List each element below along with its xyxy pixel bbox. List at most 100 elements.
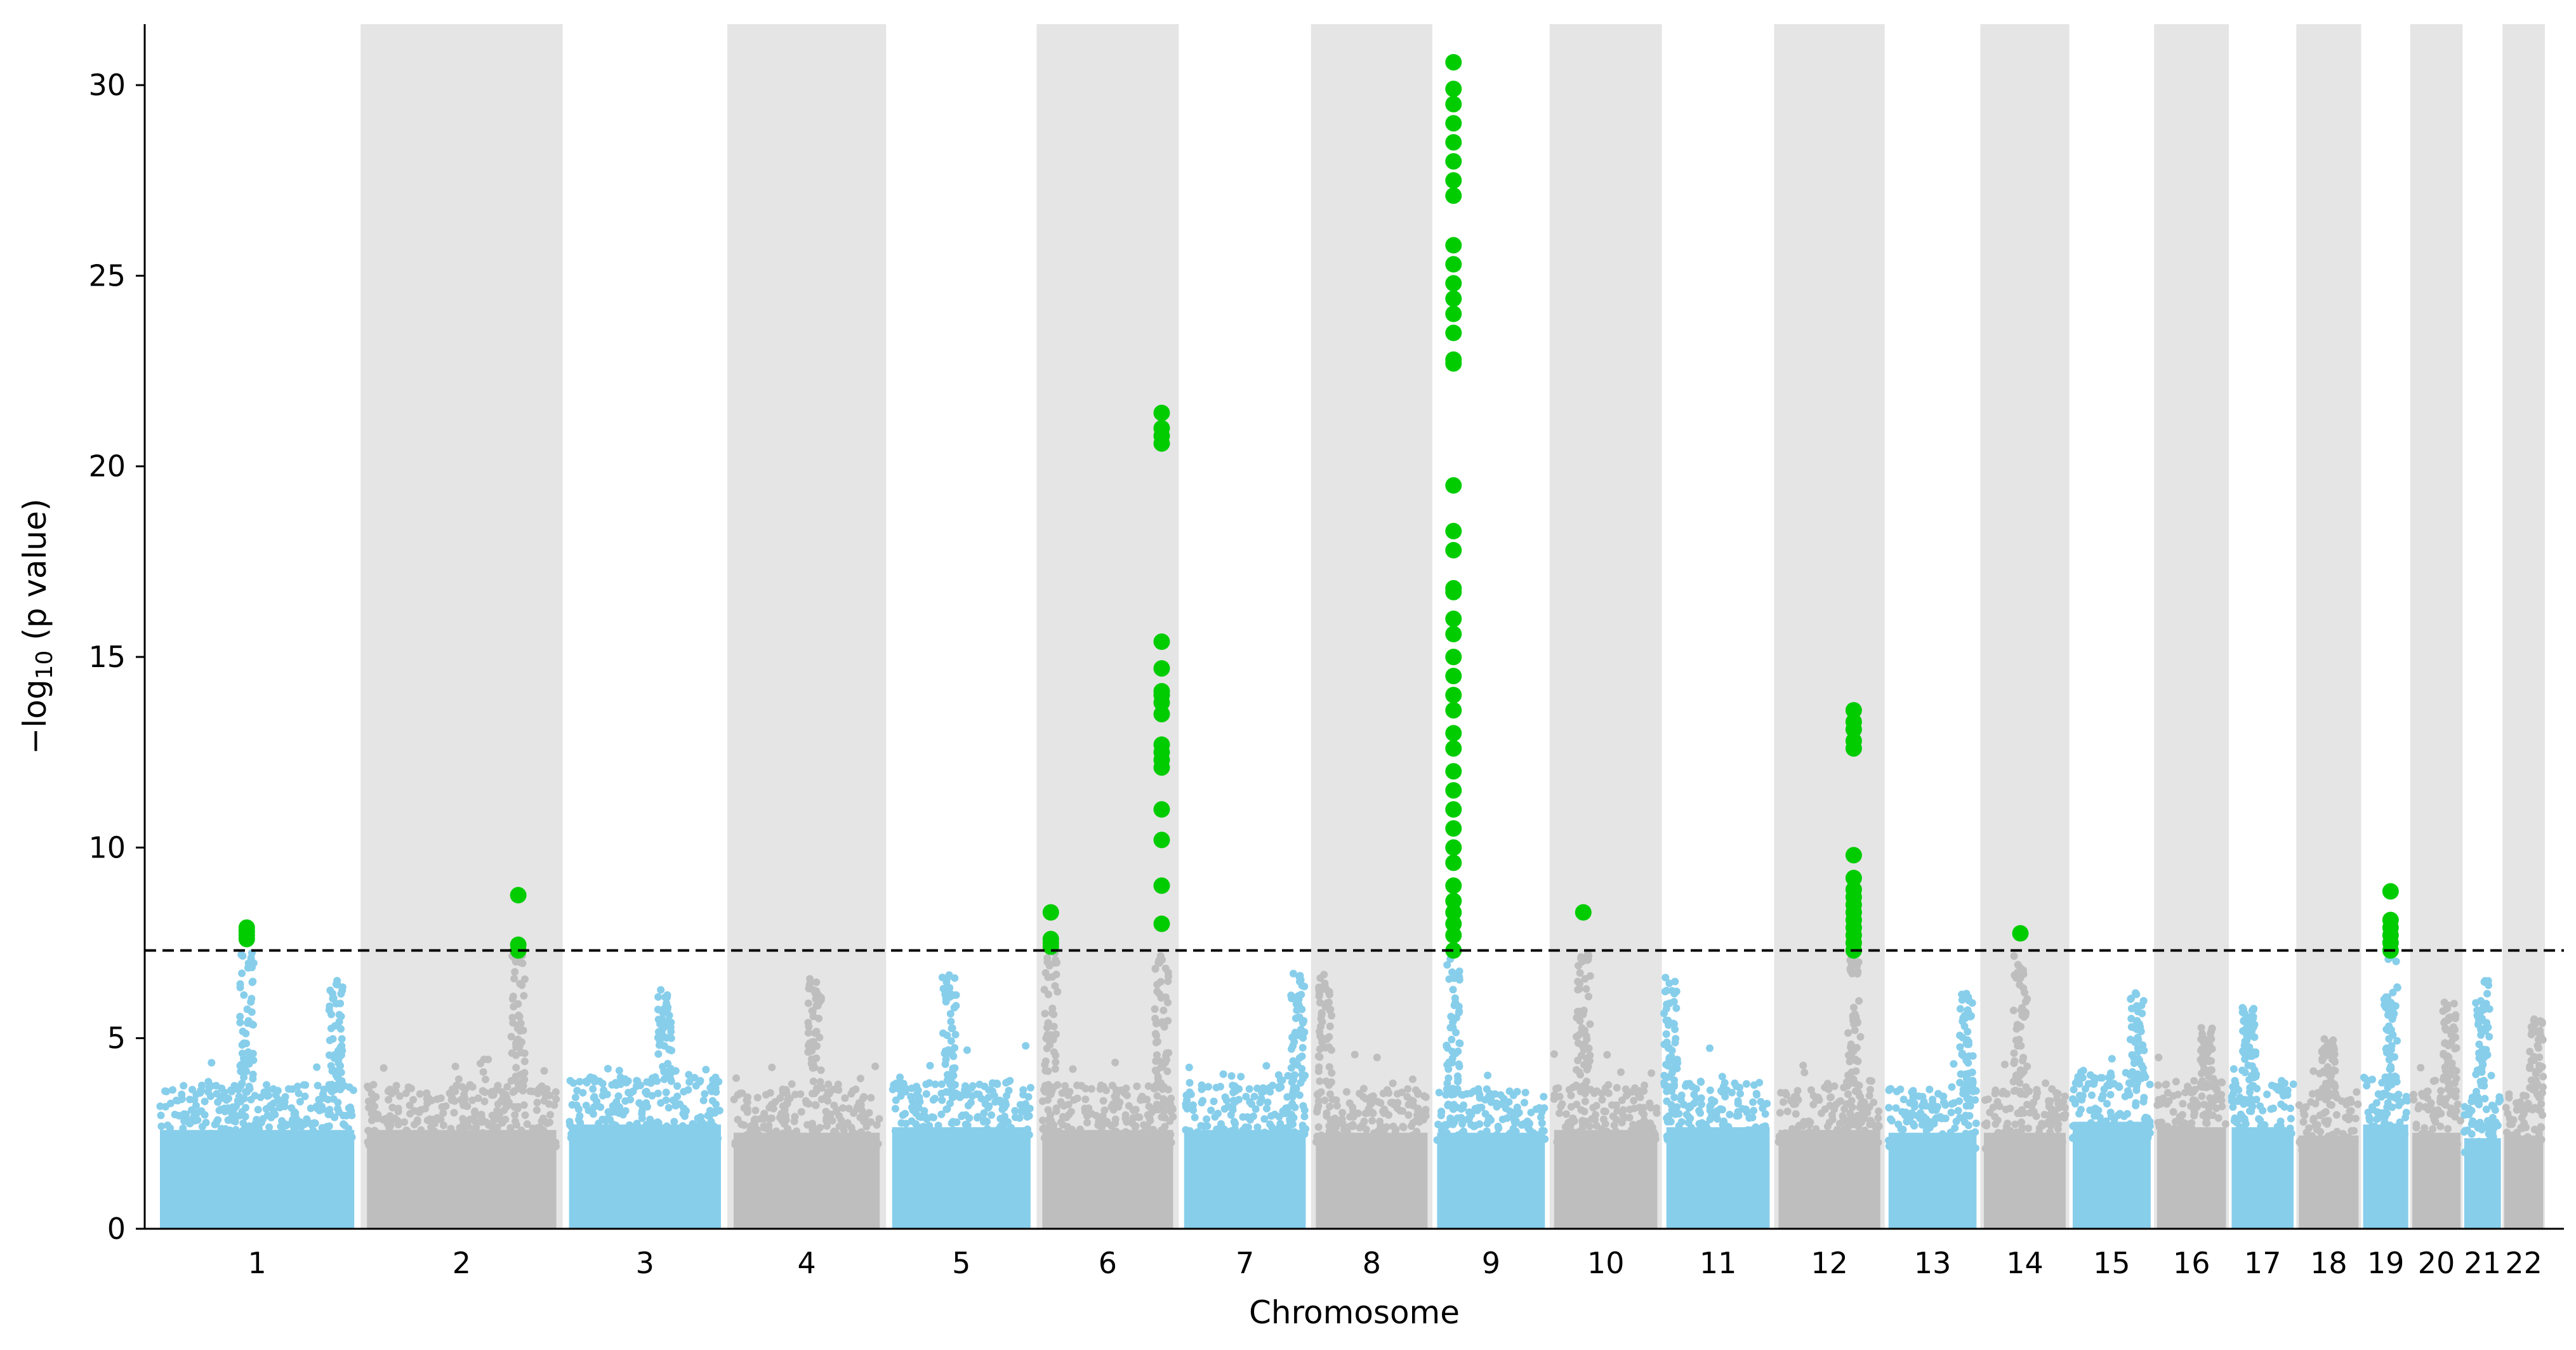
snp-point (661, 993, 669, 1002)
snp-point (1025, 1131, 1033, 1139)
snp-point (1154, 958, 1163, 967)
snp-point (1955, 1097, 1964, 1105)
snp-point (1151, 1066, 1159, 1075)
snp-point (2415, 1144, 2424, 1152)
snp-point (245, 1122, 253, 1130)
snp-point (1294, 992, 1302, 1000)
snp-point (1295, 972, 1304, 981)
snp-point (511, 1111, 519, 1119)
snp-point (1598, 1089, 1606, 1097)
snp-point (1712, 1134, 1719, 1142)
snp-point (1851, 1087, 1859, 1095)
snp-point (1925, 1123, 1934, 1132)
snp-point (1366, 1100, 1375, 1108)
snp-point (2401, 1113, 2410, 1122)
snp-point (1788, 1125, 1796, 1133)
snp-point (813, 1084, 821, 1092)
snp-point (1537, 1135, 1545, 1143)
snp-point (1540, 1104, 1549, 1112)
snp-point (1822, 1131, 1830, 1139)
snp-point (952, 1002, 960, 1010)
snp-point (264, 1135, 272, 1143)
snp-point (1813, 1139, 1821, 1148)
significant-snps (238, 54, 2399, 959)
snp-point (2055, 1143, 2063, 1151)
snp-point (1956, 1043, 1964, 1051)
snp-point (341, 1131, 350, 1139)
snp-point (450, 1109, 458, 1117)
snp-point (2132, 1099, 2140, 1107)
snp-point (1291, 1030, 1299, 1038)
snp-point (2349, 1142, 2358, 1150)
snp-point (439, 1122, 447, 1129)
snp-point (1750, 1106, 1758, 1115)
snp-point (1362, 1125, 1370, 1134)
snp-point (1599, 1115, 1608, 1123)
snp-point (2387, 1123, 2394, 1131)
snp-point (2530, 1015, 2539, 1023)
snp-point (337, 1012, 345, 1021)
snp-point (568, 1101, 576, 1109)
snp-point (1316, 1022, 1324, 1031)
snp-point (2452, 1067, 2460, 1075)
snp-point (2526, 1137, 2534, 1146)
snp-point (779, 1102, 787, 1110)
snp-point (1584, 950, 1592, 958)
snp-point (2488, 1128, 2497, 1137)
snp-point (2424, 1087, 2432, 1095)
snp-point (975, 1080, 984, 1089)
snp-point (1039, 1116, 1047, 1125)
snp-point (523, 1120, 531, 1128)
snp-point (2016, 1143, 2024, 1151)
snp-point (2325, 1049, 2333, 1057)
snp-point (2410, 1090, 2417, 1099)
snp-point (2475, 1137, 2483, 1146)
snp-point (1109, 1106, 1118, 1114)
snp-point (589, 1110, 597, 1118)
snp-point (540, 1067, 548, 1075)
snp-point (2504, 1109, 2512, 1118)
snp-point (2327, 1078, 2335, 1086)
snp-point (1083, 1118, 1092, 1127)
significant-snp-point (1445, 854, 1462, 871)
snp-point (329, 989, 336, 998)
snp-point (2240, 1049, 2249, 1057)
snp-point (2098, 1094, 2106, 1102)
snp-point (931, 1094, 939, 1102)
snp-point (526, 1132, 534, 1141)
snp-point (2287, 1115, 2295, 1123)
snp-point (2124, 1087, 2132, 1095)
significant-snp-point (2012, 925, 2029, 942)
snp-point (1991, 1090, 1999, 1097)
snp-point (907, 1092, 915, 1101)
snp-point (662, 1096, 670, 1104)
snp-point (332, 980, 340, 988)
snp-point (242, 1029, 250, 1038)
snp-point (581, 1128, 589, 1137)
snp-point (1221, 1093, 1229, 1101)
significant-snp-point (1445, 820, 1462, 837)
snp-point (1665, 979, 1674, 988)
snp-point (2472, 999, 2480, 1007)
snp-point (2393, 1036, 2401, 1045)
snp-point (1161, 1106, 1168, 1115)
snp-point (409, 1136, 417, 1144)
snp-point (2070, 1085, 2078, 1094)
snp-point (2530, 1052, 2538, 1061)
snp-point (2094, 1106, 2103, 1115)
snp-point (494, 1082, 502, 1090)
snp-point (802, 1097, 810, 1105)
snp-point (836, 1141, 844, 1148)
snp-point (1510, 1144, 1519, 1153)
snp-point (2011, 1120, 2019, 1128)
snp-point (2523, 1105, 2532, 1113)
snp-point (1849, 1120, 1857, 1128)
snp-point (409, 1095, 418, 1104)
snp-point (220, 1089, 228, 1097)
snp-point (2478, 1045, 2487, 1054)
snp-point (1321, 1096, 1329, 1104)
snp-point (1153, 988, 1161, 996)
snp-point (1619, 1106, 1627, 1114)
snp-point (689, 1120, 697, 1128)
